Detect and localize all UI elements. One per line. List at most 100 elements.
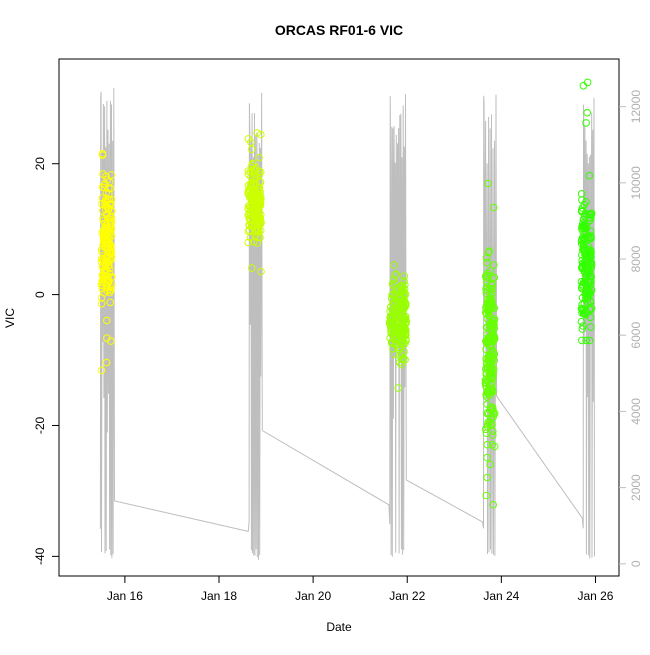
data-point [400, 347, 408, 356]
data-point [103, 316, 111, 325]
data-point [97, 299, 106, 308]
data-point [102, 266, 110, 275]
data-point [248, 145, 256, 154]
data-point [585, 336, 594, 345]
data-point [400, 277, 408, 285]
data-point [579, 305, 588, 314]
data-point [586, 281, 595, 290]
data-point [489, 365, 498, 374]
data-point [482, 345, 491, 354]
data-point [578, 264, 586, 273]
data-point [107, 253, 116, 262]
data-point [483, 269, 492, 278]
y2-tick-label: 4000 [629, 398, 643, 425]
data-point [483, 338, 492, 346]
data-point [587, 323, 595, 331]
data-point [399, 340, 407, 348]
data-point [577, 304, 586, 313]
data-point [105, 184, 113, 192]
data-point [488, 440, 497, 449]
data-point [482, 382, 490, 390]
data-point [579, 244, 588, 252]
data-point [579, 238, 588, 246]
data-point [488, 289, 496, 297]
data-point [107, 171, 116, 179]
data-point [485, 247, 494, 255]
data-point [578, 325, 587, 333]
data-point [483, 258, 491, 267]
data-point [582, 286, 590, 295]
data-point [483, 336, 492, 344]
data-point [481, 425, 490, 434]
data-point [587, 286, 596, 294]
data-point [483, 377, 492, 386]
data-point [486, 322, 494, 330]
data-point [400, 272, 409, 281]
data-point [489, 431, 497, 439]
data-point [391, 350, 399, 359]
data-point [489, 353, 497, 362]
data-point [484, 179, 492, 188]
data-point [485, 388, 494, 396]
data-point [256, 199, 265, 207]
data-point [397, 360, 406, 369]
data-point [100, 180, 109, 189]
data-point [386, 312, 395, 321]
data-point [107, 273, 116, 282]
data-point [248, 209, 257, 218]
data-point [100, 230, 108, 239]
data-point [388, 290, 397, 299]
data-point [104, 232, 112, 240]
data-point [251, 175, 260, 184]
data-point [586, 298, 595, 306]
x-axis-label: Date [326, 620, 352, 634]
data-point [388, 319, 397, 327]
chart-title: ORCAS RF01-6 VIC [275, 22, 403, 38]
data-points-layer [97, 78, 596, 509]
data-point [482, 491, 491, 500]
data-point [401, 302, 410, 310]
data-point [490, 320, 498, 329]
data-point [577, 190, 586, 198]
y-tick-label: 20 [33, 157, 47, 171]
data-point [253, 220, 262, 228]
data-point [587, 234, 595, 243]
data-point [256, 201, 265, 209]
data-point [488, 281, 497, 290]
data-point [246, 167, 255, 176]
data-point [582, 336, 590, 345]
data-point [394, 293, 403, 301]
data-point [244, 238, 252, 247]
y2-tick-label: 8000 [629, 245, 643, 272]
axes-layer: Jan 16 Jan 18 Jan 20 Jan 22 Jan 24 Jan 26 -40 -… [33, 90, 643, 603]
data-point [483, 330, 492, 338]
data-point [393, 284, 402, 293]
data-point [490, 324, 499, 333]
y2-tick-label: 12000 [629, 90, 643, 124]
data-point [489, 410, 498, 419]
data-point [99, 214, 107, 222]
data-point [99, 170, 107, 178]
data-point [105, 190, 113, 198]
data-point [577, 317, 586, 326]
data-point [252, 171, 261, 180]
data-point [107, 200, 115, 208]
data-point [579, 241, 588, 250]
data-point [583, 78, 592, 87]
data-point [584, 210, 593, 218]
data-point [581, 277, 590, 286]
y2-tick-label: 6000 [629, 322, 643, 349]
data-point [484, 418, 493, 426]
data-point [400, 292, 409, 301]
data-point [484, 248, 493, 257]
data-point [582, 263, 590, 272]
data-point [395, 351, 404, 360]
data-point [390, 334, 399, 342]
data-point [585, 171, 594, 180]
data-point [486, 294, 495, 302]
data-point [485, 303, 493, 311]
data-point [581, 228, 589, 236]
data-point [398, 285, 407, 294]
